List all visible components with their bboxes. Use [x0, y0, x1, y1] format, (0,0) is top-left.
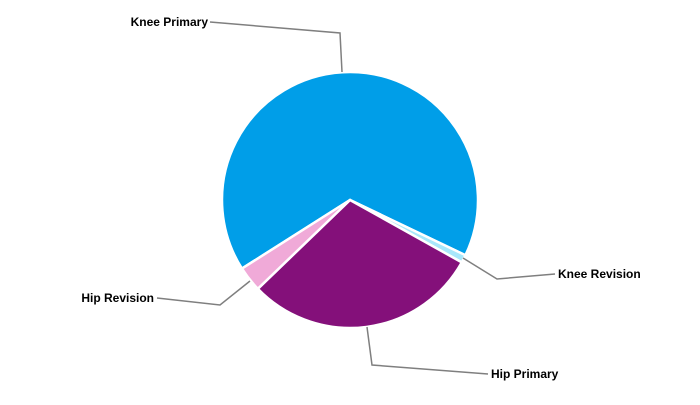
leader-line-hip-revision	[156, 280, 251, 306]
pie-slice-hip-primary	[256, 198, 464, 330]
leader-line-knee-revision	[462, 257, 556, 280]
pie-slice-hip-revision	[240, 198, 352, 291]
label-hip-primary: Hip Primary	[491, 367, 559, 381]
label-hip-revision: Hip Revision	[81, 291, 154, 305]
label-knee-primary: Knee Primary	[131, 15, 209, 29]
pie-slice-knee-primary	[220, 70, 480, 270]
label-knee-revision: Knee Revision	[558, 267, 641, 281]
leader-line-knee-primary	[209, 21, 343, 73]
leader-line-hip-primary	[366, 326, 489, 375]
